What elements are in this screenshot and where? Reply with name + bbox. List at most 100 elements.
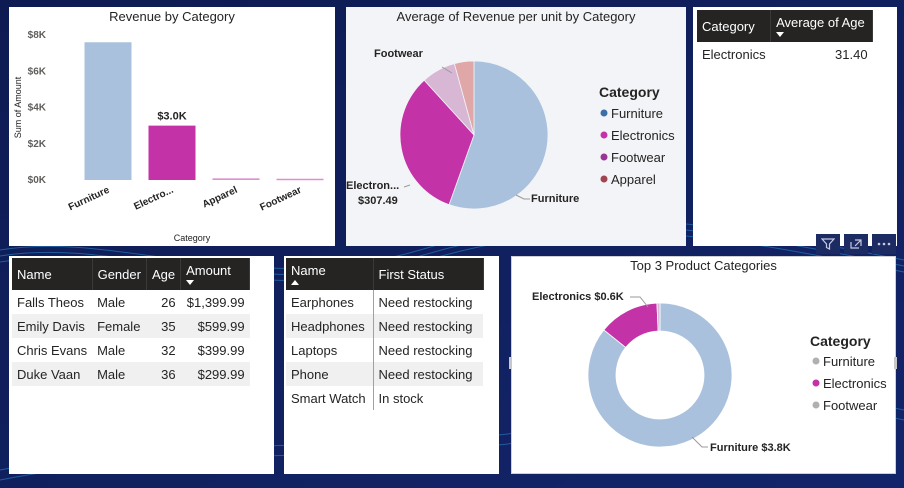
x-tick-label: Apparel — [201, 185, 240, 211]
customers-card[interactable]: Name Gender Age Amount Falls Theos Male … — [9, 256, 274, 474]
col-header-average-age[interactable]: Average of Age — [770, 10, 874, 42]
x-axis-title: Category — [174, 233, 211, 243]
cell-age: 32 — [161, 342, 176, 358]
bar-apparel[interactable] — [212, 178, 260, 180]
pie-label-footwear: Footwear — [374, 48, 424, 60]
legend-item[interactable]: Electronics — [611, 128, 675, 143]
table-row[interactable]: Laptops Need restocking — [286, 338, 483, 362]
legend-title: Category — [599, 84, 660, 100]
legend-title: Category — [810, 333, 871, 349]
resize-handle-left[interactable] — [509, 357, 512, 369]
cell-name: Earphones — [286, 290, 374, 314]
bar-electro[interactable] — [148, 125, 196, 180]
table-row[interactable]: Falls Theos Male 26 $1,399.99 — [12, 290, 250, 314]
x-tick-label: Electro... — [132, 185, 175, 213]
table-row[interactable]: Headphones Need restocking — [286, 314, 483, 338]
table-row[interactable]: Duke Vaan Male 36 $299.99 — [12, 362, 250, 386]
legend-marker — [600, 131, 608, 139]
pie-slice-furniture[interactable] — [448, 60, 549, 210]
pie-slice-apparel[interactable] — [453, 60, 475, 136]
filter-icon[interactable] — [816, 234, 840, 254]
y-tick-label: $6K — [28, 66, 47, 77]
col-header-gender[interactable]: Gender — [92, 258, 147, 290]
donut-chart[interactable]: Electronics $0.6K Furniture $3.8K Category… — [512, 257, 896, 474]
bar-chart[interactable]: $0K $2K $4K $6K $8K Sum of Amount Furniture Ele… — [9, 7, 335, 246]
legend-marker — [600, 175, 608, 183]
table-row[interactable]: Chris Evans Male 32 $399.99 — [12, 338, 250, 362]
cell-amount: $599.99 — [180, 314, 250, 338]
y-tick-label: $4K — [28, 103, 47, 114]
cell-name: Laptops — [286, 338, 374, 362]
cell-category: Electronics — [702, 46, 766, 62]
product-status-table[interactable]: Name First Status Earphones Need restock… — [286, 258, 484, 410]
cell-age: 35 — [146, 314, 181, 338]
sort-descending-icon — [186, 279, 195, 285]
legend-item[interactable]: Apparel — [611, 172, 656, 187]
donut-slice-footwear[interactable] — [656, 302, 661, 332]
focus-mode-icon[interactable] — [844, 234, 868, 254]
average-age-card[interactable]: Category Average of Age Electronics 31.4… — [693, 7, 897, 246]
revenue-by-category-card[interactable]: Revenue by Category $0K $2K $4K $6K $8K Sum o… — [9, 7, 335, 246]
col-header-name[interactable]: Name — [12, 258, 93, 290]
pie-slice-electronics[interactable] — [399, 79, 475, 206]
col-header-category[interactable]: Category — [697, 10, 772, 42]
cell-age: 26 — [161, 294, 176, 310]
customers-table[interactable]: Name Gender Age Amount Falls Theos Male … — [12, 258, 251, 386]
visual-header-toolbar — [816, 234, 896, 254]
x-tick-label: Footwear — [258, 185, 303, 214]
table-row[interactable]: Smart Watch In stock — [286, 386, 483, 410]
cell-name: Duke Vaan — [12, 362, 93, 386]
resize-handle-right[interactable] — [894, 357, 897, 369]
more-options-icon[interactable] — [872, 234, 896, 254]
cell-name: Headphones — [286, 314, 374, 338]
donut-slice-furniture[interactable] — [587, 302, 733, 448]
table-row[interactable]: Earphones Need restocking — [286, 290, 483, 314]
leader-line — [691, 436, 708, 448]
cell-amount: $299.99 — [180, 362, 250, 386]
legend-item[interactable]: Footwear — [823, 398, 878, 413]
col-header-name[interactable]: Name — [286, 258, 374, 290]
col-header-first-status[interactable]: First Status — [373, 258, 484, 290]
table-row[interactable]: Phone Need restocking — [286, 362, 483, 386]
table-row[interactable]: Emily Davis Female 35 $599.99 — [12, 314, 250, 338]
product-status-card[interactable]: Name First Status Earphones Need restock… — [284, 256, 499, 474]
y-tick-label: $2K — [28, 139, 47, 150]
legend-marker — [812, 379, 820, 387]
legend-item[interactable]: Footwear — [611, 150, 666, 165]
legend-marker — [812, 357, 820, 365]
y-tick-label: $0K — [28, 175, 47, 186]
cell-amount: $399.99 — [197, 342, 245, 358]
cell-age: 36 — [146, 362, 181, 386]
legend-item[interactable]: Furniture — [823, 354, 875, 369]
bar-footwear[interactable] — [276, 178, 324, 181]
x-tick-label: Furniture — [67, 185, 112, 214]
cell-status: Need restocking — [373, 362, 483, 386]
legend-item[interactable]: Furniture — [611, 106, 663, 121]
cell-amount: $1,399.99 — [186, 294, 245, 310]
cell-name: Falls Theos — [17, 294, 84, 310]
cell-status: Need restocking — [378, 342, 473, 358]
col-header-amount[interactable]: Amount — [180, 258, 251, 290]
bar-furniture[interactable] — [84, 42, 132, 180]
cell-status: Need restocking — [373, 314, 483, 338]
legend-marker — [600, 153, 608, 161]
cell-gender: Female — [92, 314, 147, 338]
top-3-categories-card[interactable]: Top 3 Product Categories Electronics $0.… — [511, 256, 896, 474]
legend-item[interactable]: Electronics — [823, 376, 887, 391]
legend-marker — [812, 401, 820, 409]
pie-label-electronics-name: Electron... — [346, 180, 399, 192]
sort-ascending-icon — [291, 279, 299, 285]
avg-revenue-per-unit-card[interactable]: Average of Revenue per unit by Category … — [346, 7, 686, 246]
table-row[interactable]: Electronics 31.40 — [697, 42, 873, 66]
cell-average-age: 31.40 — [835, 46, 868, 62]
leader-line — [630, 296, 649, 308]
pie-chart-title: Average of Revenue per unit by Category — [396, 9, 636, 24]
leader-line — [441, 66, 453, 74]
donut-label-electronics: Electronics $0.6K — [532, 291, 624, 303]
bar-chart-title: Revenue by Category — [109, 9, 235, 24]
col-header-age[interactable]: Age — [146, 258, 182, 290]
pie-chart[interactable]: Footwear Electron... $307.49 Furniture Categ… — [346, 7, 686, 246]
legend-marker — [600, 109, 608, 117]
donut-label-furniture: Furniture $3.8K — [710, 442, 791, 454]
average-age-table[interactable]: Category Average of Age Electronics 31.4… — [697, 10, 874, 66]
